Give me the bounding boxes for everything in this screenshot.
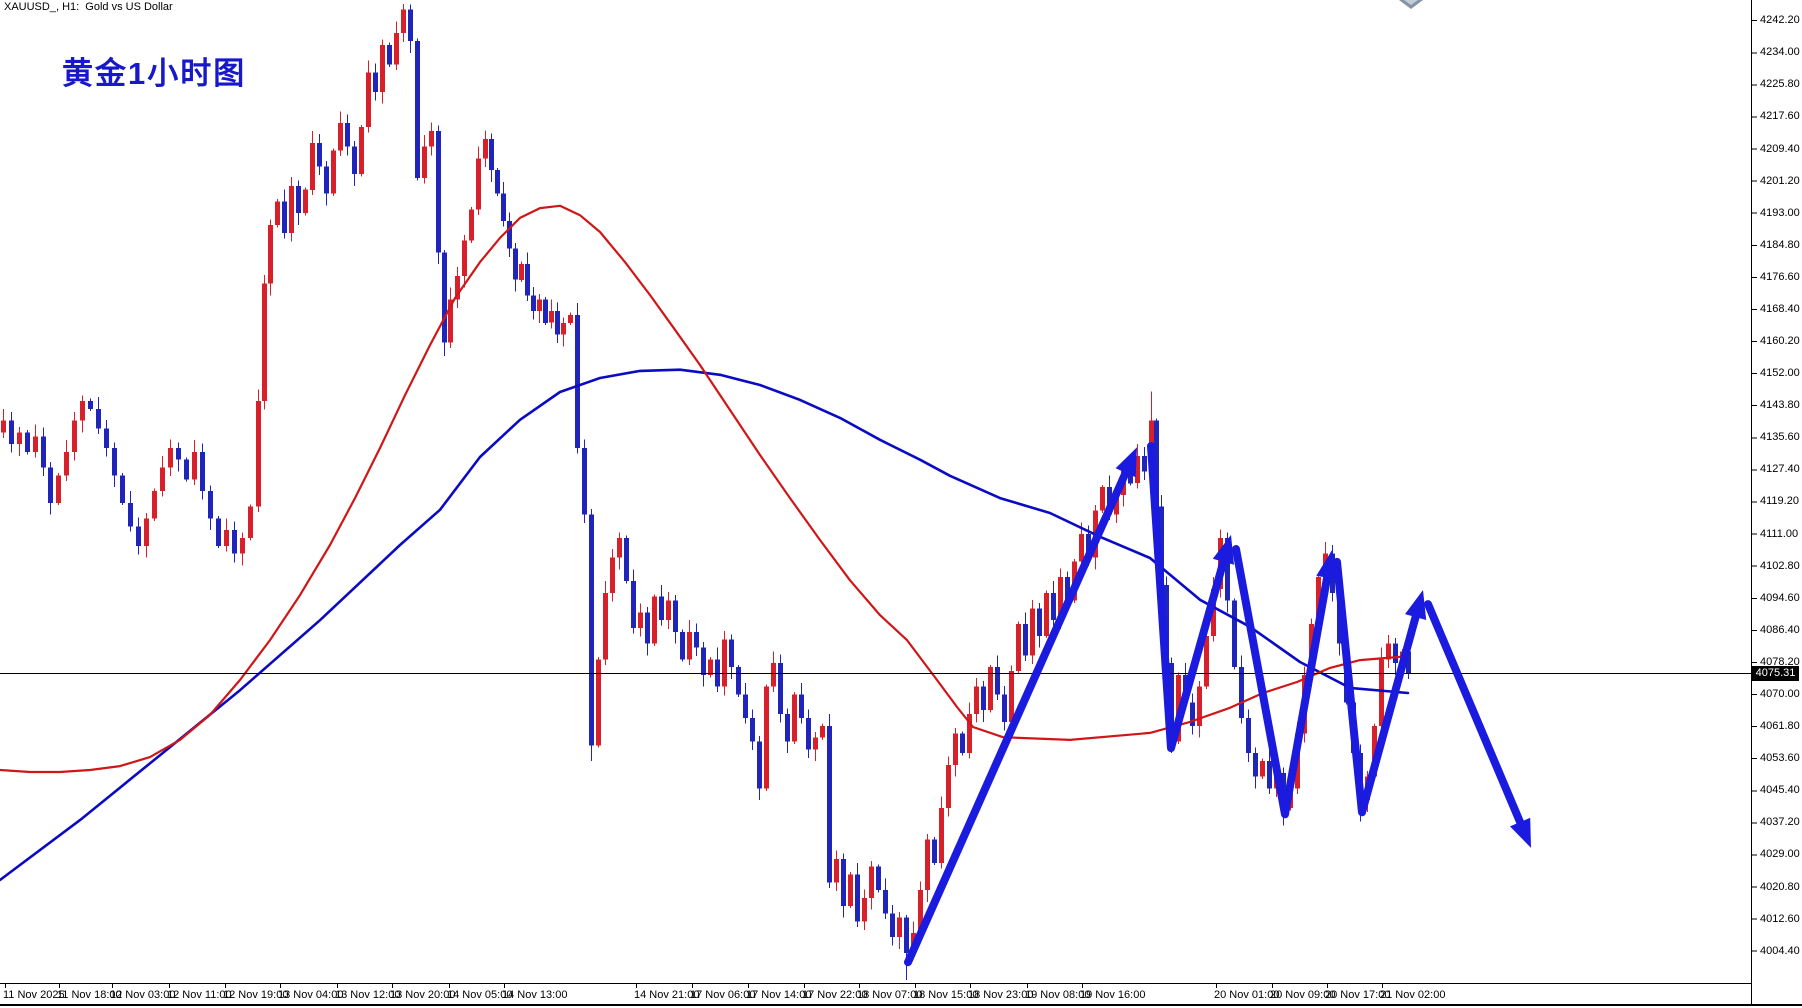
time-axis-label: 12 Nov 19:00: [223, 989, 289, 1001]
chart-title: XAUUSD_, H1: Gold vs US Dollar: [4, 1, 173, 13]
price-axis-label: 4012.60: [1760, 912, 1800, 925]
time-axis-label: 14 Nov 21:00: [634, 989, 700, 1001]
time-axis-label: 17 Nov 06:00: [690, 989, 756, 1001]
price-axis-label: 4029.00: [1760, 848, 1800, 861]
price-axis-label: 4127.40: [1760, 463, 1800, 476]
time-axis-label: 21 Nov 02:00: [1380, 989, 1446, 1001]
time-axis-label: 12 Nov 03:00: [110, 989, 176, 1001]
time-axis-label: 13 Nov 20:00: [390, 989, 456, 1001]
trend-arrows-layer[interactable]: [904, 442, 1531, 967]
price-axis-label: 4020.80: [1760, 880, 1800, 893]
price-axis-label: 4037.20: [1760, 816, 1800, 829]
price-axis-label: 4152.00: [1760, 367, 1800, 380]
chinese-annotation: 黄金1小时图: [62, 56, 247, 91]
price-axis-label: 4102.80: [1760, 559, 1800, 572]
current-price-tag: 4075.31: [1752, 666, 1799, 681]
moving-averages-layer: [0, 204, 1410, 882]
price-axis-label: 4094.60: [1760, 591, 1800, 604]
scroll-to-end-icon[interactable]: [1399, 0, 1423, 9]
time-axis-label: 12 Nov 11:00: [167, 989, 232, 1001]
price-axis-label: 4225.80: [1760, 78, 1800, 91]
time-axis-label: 19 Nov 08:00: [1025, 989, 1091, 1001]
price-axis-label: 4160.20: [1760, 335, 1800, 348]
price-axis-label: 4184.80: [1760, 238, 1800, 251]
price-axis-label: 4070.00: [1760, 688, 1800, 701]
time-axis-label: 14 Nov 05:00: [447, 989, 513, 1001]
price-axis-label: 4135.60: [1760, 431, 1800, 444]
price-axis-label: 4193.00: [1760, 206, 1800, 219]
time-axis-label: 18 Nov 07:00: [857, 989, 923, 1001]
time-axis-label: 18 Nov 23:00: [968, 989, 1034, 1001]
price-axis-label: 4242.20: [1760, 14, 1800, 27]
time-axis-label: 14 Nov 13:00: [502, 989, 568, 1001]
price-axis-label: 4086.40: [1760, 623, 1800, 636]
price-axis-label: 4201.20: [1760, 174, 1800, 187]
time-axis-label: 13 Nov 04:00: [278, 989, 344, 1001]
price-axis-label: 4004.40: [1760, 944, 1800, 957]
time-axis-label: 20 Nov 01:00: [1214, 989, 1280, 1001]
time-axis-label: 19 Nov 16:00: [1080, 989, 1146, 1001]
candles-layer: [1, 3, 1411, 981]
price-axis-label: 4176.60: [1760, 270, 1800, 283]
time-axis-label: 18 Nov 15:00: [913, 989, 979, 1001]
time-axis-label: 11 Nov 18:00: [57, 989, 122, 1001]
price-axis-label: 4061.80: [1760, 720, 1800, 733]
time-axis-label: 17 Nov 14:00: [746, 989, 812, 1001]
price-axis-label: 4119.20: [1760, 495, 1799, 508]
time-axis-label: 20 Nov 17:00: [1325, 989, 1391, 1001]
price-axis-label: 4234.00: [1760, 46, 1800, 59]
time-axis-label: 20 Nov 09:00: [1270, 989, 1336, 1001]
price-axis-label: 4045.40: [1760, 784, 1800, 797]
time-axis-label: 17 Nov 22:00: [802, 989, 868, 1001]
price-axis-label: 4209.40: [1760, 142, 1800, 155]
price-axis-label: 4143.80: [1760, 399, 1800, 412]
time-axis-label: 13 Nov 12:00: [335, 989, 401, 1001]
price-axis-label: 4053.60: [1760, 752, 1800, 765]
price-axis-label: 4168.40: [1760, 302, 1800, 315]
price-axis-label: 4217.60: [1760, 110, 1800, 123]
price-axis-label: 4078.20: [1760, 655, 1800, 668]
time-axis-label: 11 Nov 2025: [3, 989, 65, 1001]
price-axis-label: 4111.00: [1760, 527, 1799, 540]
